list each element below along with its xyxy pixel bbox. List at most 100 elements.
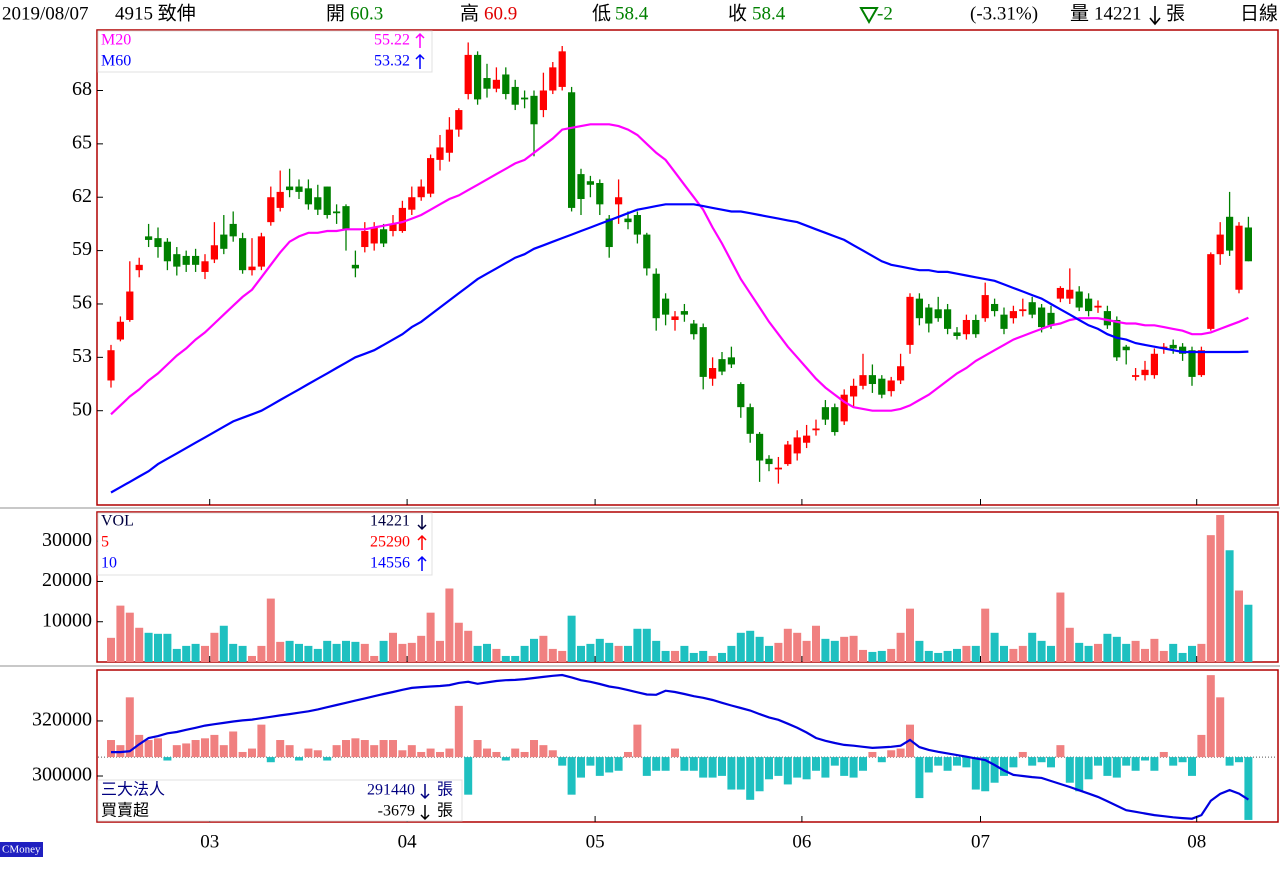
net-bar (436, 751, 444, 758)
candle-body (1197, 350, 1205, 376)
net-bar (295, 757, 303, 761)
legend-value: -3679 (378, 803, 415, 820)
candle-body (596, 182, 604, 205)
volume-bar (642, 628, 651, 662)
candle-body (803, 435, 811, 443)
net-bar (624, 751, 632, 758)
net-bar (238, 751, 247, 758)
volume-bar (1075, 642, 1084, 662)
candle-body (633, 215, 641, 235)
volume-bar (1216, 515, 1225, 662)
volume-bar (407, 642, 416, 662)
price-panel (96, 29, 1279, 506)
candle-body (116, 321, 124, 340)
volume-bar (595, 638, 604, 662)
net-bar (981, 757, 990, 792)
legend-box (97, 30, 433, 73)
candle-body (1047, 312, 1055, 326)
volume-bar (859, 649, 867, 662)
candle-body (417, 186, 425, 198)
net-bar (642, 757, 651, 776)
volume-bar (849, 635, 858, 662)
volume-bar (774, 642, 783, 662)
net-bar (182, 743, 191, 758)
volume-bar (332, 643, 341, 662)
net-bar (868, 751, 877, 758)
brand-box (0, 842, 43, 857)
net-bar (755, 757, 764, 792)
net-bar (1169, 757, 1178, 766)
legend-name: 三大法人 (101, 781, 165, 799)
candle-body (1009, 311, 1017, 319)
institution-legend: 三大法人 291440 張 買賣超 -3679 張 (97, 779, 463, 822)
candle-body (765, 458, 773, 465)
candle-body (991, 303, 999, 312)
down-arrow-icon (420, 805, 430, 821)
candle-body (1235, 225, 1243, 290)
net-bar (266, 757, 275, 763)
candle-body (192, 255, 200, 265)
volume-bar (520, 645, 529, 662)
net-bar (1141, 757, 1149, 761)
candle-body (981, 295, 989, 319)
net-bar (323, 757, 332, 761)
net-bar (652, 757, 661, 771)
volume-bar (1131, 640, 1140, 662)
net-bar (962, 757, 971, 768)
candle-body (615, 197, 623, 205)
net-bar (605, 757, 614, 773)
volume-bar (868, 651, 877, 662)
net-bar (407, 745, 416, 758)
plot-area: 50 53 56 59 62 65 68 10000 20000 30000 300000 32000… (32, 42, 1277, 852)
net-bar (229, 731, 238, 758)
net-bar (736, 757, 745, 790)
y-tick-label: 30000 (42, 529, 92, 551)
volume-bar (971, 645, 980, 662)
candle-body (605, 218, 613, 248)
candle-body (1188, 350, 1196, 377)
net-bar (1244, 757, 1253, 820)
net-bar (332, 745, 341, 758)
volume-bar (313, 648, 322, 662)
net-bar (953, 757, 961, 766)
price-legend: M20 55.22 M60 53.32 (97, 30, 433, 73)
high-label: 高 (460, 2, 479, 24)
candle-body (577, 174, 585, 200)
down-arrow-icon (420, 784, 430, 800)
candle-body (1122, 346, 1130, 351)
volume-bar (398, 643, 407, 662)
candle-body (229, 223, 237, 237)
volume-bar (877, 650, 886, 662)
candle-body (774, 467, 782, 470)
net-bar (793, 757, 802, 778)
net-bar (840, 757, 849, 776)
candle-body (784, 444, 792, 465)
volume-bar (924, 650, 933, 662)
net-bar (210, 734, 219, 758)
y-tick-label: 68 (72, 78, 92, 100)
volume-bar (680, 645, 689, 662)
volume-bar (285, 640, 294, 662)
legend-name: M20 (101, 32, 131, 49)
candle-body (568, 92, 576, 208)
candle-body (868, 375, 876, 385)
volume-label: 量 (1070, 3, 1089, 24)
candle-body (972, 319, 980, 335)
net-bar (802, 757, 811, 780)
net-bar (943, 757, 952, 771)
candle-body (342, 206, 350, 230)
candle-body (502, 74, 510, 95)
legend-value: 291440 (367, 782, 415, 799)
net-bar (924, 757, 933, 773)
candle-body (1216, 234, 1224, 255)
volume-bar (473, 645, 482, 662)
net-bar (774, 757, 783, 776)
volume-bar (821, 638, 830, 662)
net-bar (614, 757, 623, 771)
high-value: 60.9 (484, 3, 517, 24)
volume-bar (755, 636, 764, 662)
volume-bar (689, 652, 698, 662)
net-bar (1122, 757, 1131, 766)
